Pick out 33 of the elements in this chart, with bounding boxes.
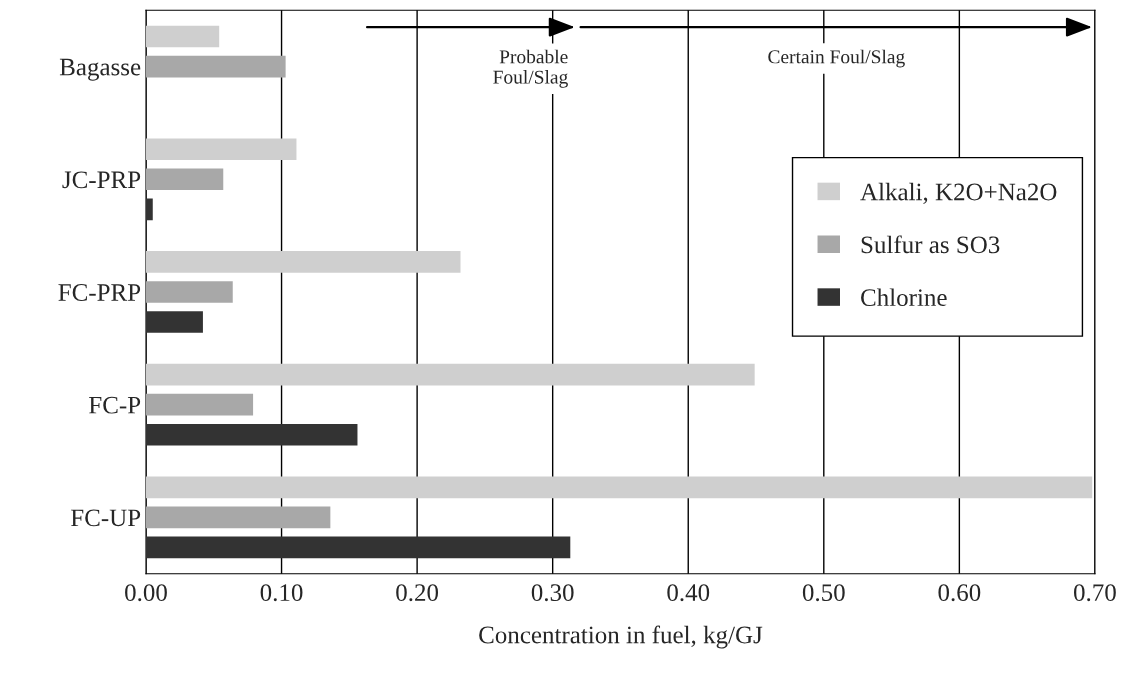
- x-tick-label: 0.00: [125, 584, 167, 602]
- bar: [145, 536, 571, 559]
- annotation: Certain Foul/Slag: [768, 49, 905, 68]
- x-tick-label: 0.60: [938, 584, 981, 602]
- bar: [145, 55, 286, 78]
- bar: [145, 423, 358, 446]
- bar: [145, 138, 297, 161]
- x-tick-label: 0.50: [802, 584, 845, 602]
- bar: [145, 506, 331, 529]
- x-axis-title: Concentration in fuel, kg/GJ: [479, 625, 763, 649]
- x-tick-label: 0.70: [1074, 584, 1116, 602]
- bar: [145, 251, 461, 273]
- bar: [145, 168, 224, 191]
- annotation: Probable Foul/Slag: [493, 49, 568, 88]
- bar: [145, 393, 254, 416]
- bar: [145, 476, 1093, 499]
- bar: [145, 198, 153, 221]
- y-tick-label: FC-P: [89, 396, 141, 414]
- bar: [145, 363, 755, 386]
- x-tick-label: 0.10: [260, 584, 303, 602]
- legend-label: Chlorine: [861, 288, 947, 307]
- legend-label: Alkali, K2O+Na2O: [860, 182, 1057, 205]
- bar: [145, 311, 203, 333]
- y-tick-label: JC-PRP: [62, 171, 141, 189]
- y-tick-label: FC-UP: [70, 509, 141, 527]
- bar: [145, 281, 233, 303]
- x-tick-label: 0.30: [531, 584, 574, 602]
- x-tick-label: 0.20: [396, 584, 439, 602]
- y-tick-label: Bagasse: [59, 58, 141, 81]
- legend-label: Sulfur as SO3: [861, 235, 1000, 254]
- bar: [145, 25, 220, 48]
- y-tick-label: FC-PRP: [58, 284, 141, 301]
- x-tick-label: 0.40: [667, 584, 710, 602]
